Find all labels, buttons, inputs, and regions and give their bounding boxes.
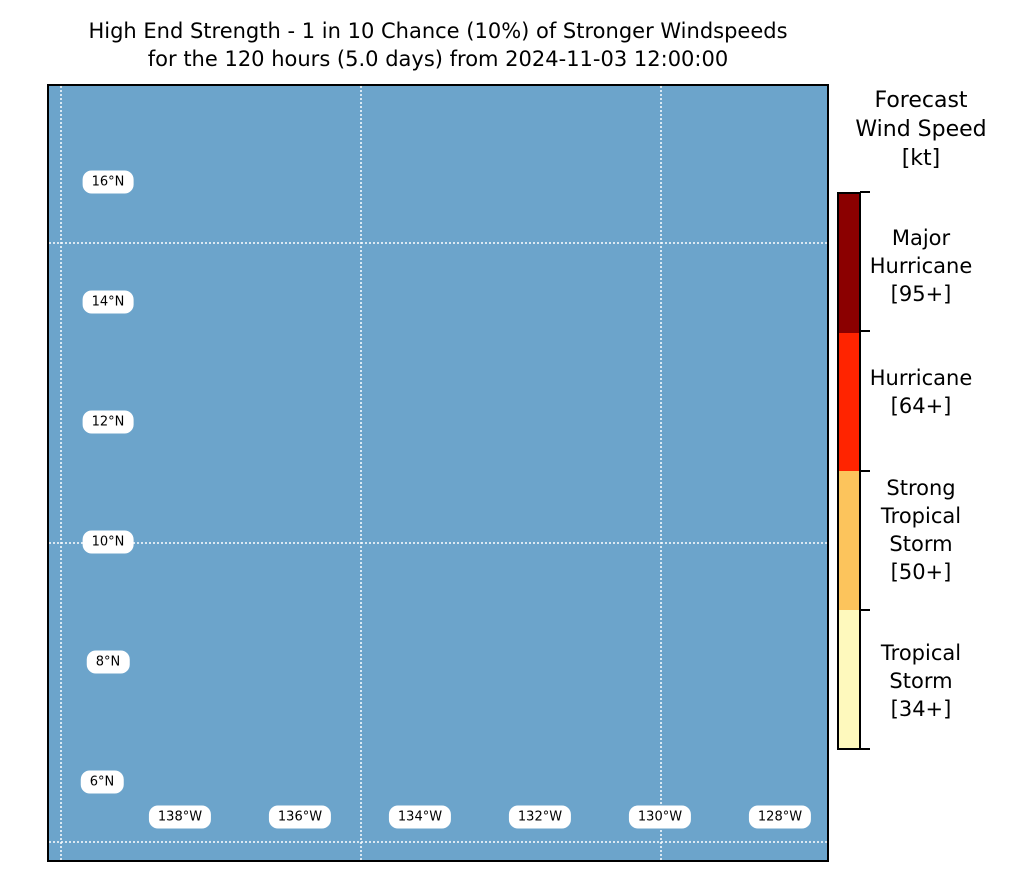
lat-label-16n: 16°N <box>82 170 134 194</box>
gridline-140w <box>60 86 62 860</box>
colorbar-segment-tropical-storm <box>839 609 859 748</box>
colorbar-tick <box>860 470 870 472</box>
colorbar-label-strong-trop-storm: Strong Tropical Storm [50+] <box>880 476 962 584</box>
lon-label-136w: 136°W <box>268 805 332 829</box>
lon-label-134w: 134°W <box>388 805 452 829</box>
colorbar-label-tropical-storm: Tropical Storm [34+] <box>880 641 962 721</box>
lat-label-6n: 6°N <box>80 770 124 794</box>
colorbar-title: Forecast Wind Speed [kt] <box>855 88 987 171</box>
lat-label-8n: 8°N <box>86 650 130 674</box>
lon-label-130w: 130°W <box>628 805 692 829</box>
gridline-15n <box>49 242 827 244</box>
colorbar-label-major-hurricane: Major Hurricane [95+] <box>869 226 973 306</box>
lon-label-138w: 138°W <box>148 805 212 829</box>
colorbar <box>837 192 861 750</box>
chart-title: High End Strength - 1 in 10 Chance (10%)… <box>88 19 788 71</box>
colorbar-tick <box>860 191 870 193</box>
gridline-5n <box>49 841 827 843</box>
colorbar-label-hurricane: Hurricane [64+] <box>869 366 973 418</box>
lat-label-10n: 10°N <box>82 530 134 554</box>
gridline-10n <box>49 542 827 544</box>
colorbar-segment-hurricane <box>839 332 859 471</box>
lat-label-12n: 12°N <box>82 410 134 434</box>
gridline-135w <box>360 86 362 860</box>
lon-label-128w: 128°W <box>748 805 812 829</box>
colorbar-tick <box>860 748 870 750</box>
gridline-130w <box>660 86 662 860</box>
colorbar-segment-major-hurricane <box>839 194 859 333</box>
colorbar-tick <box>860 609 870 611</box>
colorbar-tick <box>860 330 870 332</box>
map-canvas: 16°N 14°N 12°N 10°N 8°N 6°N 138°W 136°W … <box>47 84 829 862</box>
lon-label-132w: 132°W <box>508 805 572 829</box>
lat-label-14n: 14°N <box>82 290 134 314</box>
colorbar-segment-strong-trop-storm <box>839 471 859 610</box>
